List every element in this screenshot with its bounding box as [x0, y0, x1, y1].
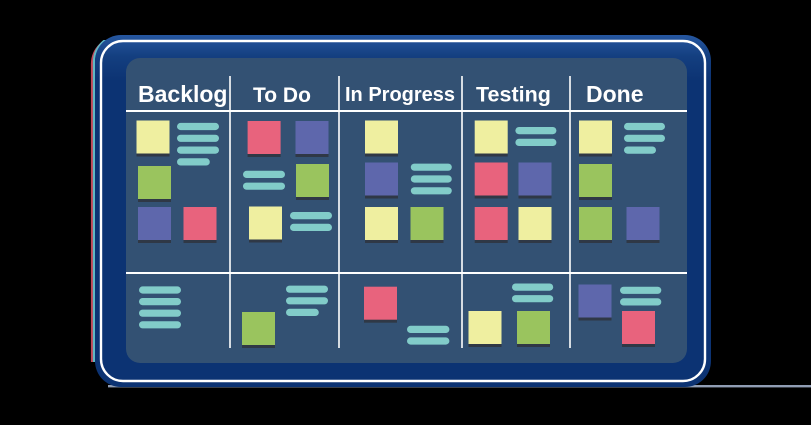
svg-text:Testing: Testing	[476, 83, 551, 107]
svg-text:Backlog: Backlog	[138, 81, 227, 107]
svg-text:In Progress: In Progress	[345, 84, 455, 106]
svg-text:Done: Done	[586, 81, 644, 107]
svg-text:To Do: To Do	[253, 84, 311, 107]
